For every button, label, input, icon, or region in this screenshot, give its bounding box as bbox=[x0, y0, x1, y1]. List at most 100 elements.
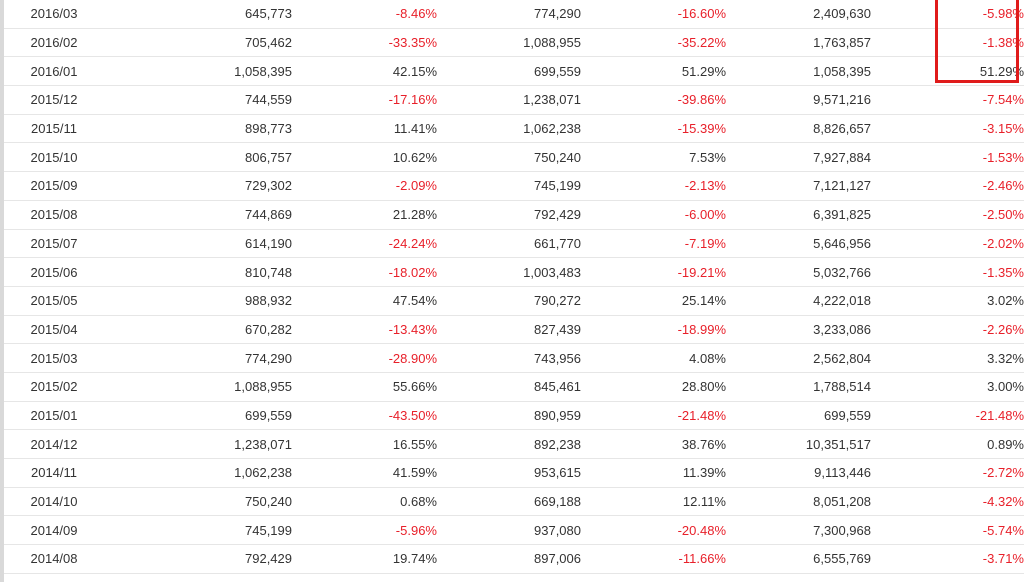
cell-value-3: 7,121,127 bbox=[726, 171, 871, 201]
cell-percent-2: -35.22% bbox=[581, 28, 726, 58]
cell-percent-2: 4.08% bbox=[581, 343, 726, 373]
cell-value-3: 10,351,517 bbox=[726, 429, 871, 459]
cell-percent-1: 16.55% bbox=[292, 429, 437, 459]
cell-percent-2: -19.21% bbox=[581, 257, 726, 287]
cell-value-1: 806,757 bbox=[104, 142, 292, 173]
cell-percent-3: -21.48% bbox=[871, 401, 1024, 431]
cell-value-2: 892,238 bbox=[437, 429, 581, 459]
table-row: 2015/10 806,757 10.62% 750,240 7.53% 7,927,88… bbox=[4, 142, 1024, 173]
table-row: 2014/11 1,062,238 41.59% 953,615 11.39% 9,113… bbox=[4, 458, 1024, 488]
cell-value-1: 774,290 bbox=[104, 343, 292, 373]
cell-percent-2: -7.19% bbox=[581, 229, 726, 259]
cell-percent-1: 41.59% bbox=[292, 458, 437, 488]
cell-percent-3: -7.54% bbox=[871, 85, 1024, 115]
table-row: 2016/02 705,462 -33.35% 1,088,955 -35.22% 1,7… bbox=[4, 28, 1024, 58]
cell-percent-3: -2.51% bbox=[871, 573, 1024, 582]
table-row: 2015/05 988,932 47.54% 790,272 25.14% 4,222,0… bbox=[4, 286, 1024, 316]
table-row: 2014/07661,770-34.05%776,698-14.80%5,763… bbox=[4, 573, 1024, 582]
cell-value-1: 744,869 bbox=[104, 200, 292, 230]
cell-percent-2: -39.86% bbox=[581, 85, 726, 115]
cell-percent-1: -5.96% bbox=[292, 515, 437, 546]
cell-value-2: 699,559 bbox=[437, 56, 581, 87]
table-row: 2016/01 1,058,395 42.15% 699,559 51.29% 1,058… bbox=[4, 56, 1024, 87]
cell-percent-3: 3.02% bbox=[871, 286, 1024, 316]
cell-percent-1: -34.05% bbox=[292, 573, 437, 582]
cell-percent-3: -3.15% bbox=[871, 114, 1024, 144]
cell-date: 2015/04 bbox=[4, 315, 104, 345]
cell-date: 2014/12 bbox=[4, 429, 104, 459]
cell-date: 2016/02 bbox=[4, 28, 104, 58]
cell-date: 2015/08 bbox=[4, 200, 104, 230]
cell-value-2: 743,956 bbox=[437, 343, 581, 373]
cell-value-3: 4,222,018 bbox=[726, 286, 871, 316]
panel-left-border bbox=[0, 0, 4, 582]
cell-percent-2: -21.48% bbox=[581, 401, 726, 431]
cell-percent-3: -4.32% bbox=[871, 487, 1024, 517]
cell-percent-2: -18.99% bbox=[581, 315, 726, 345]
table-row: 2015/06 810,748 -18.02% 1,003,483 -19.21% 5,0… bbox=[4, 257, 1024, 287]
cell-value-2: 1,238,071 bbox=[437, 85, 581, 115]
cell-percent-1: -24.24% bbox=[292, 229, 437, 259]
cell-value-1: 1,062,238 bbox=[104, 458, 292, 488]
cell-date: 2014/09 bbox=[4, 515, 104, 546]
cell-date: 2014/11 bbox=[4, 458, 104, 488]
cell-value-1: 1,238,071 bbox=[104, 429, 292, 459]
cell-value-1: 705,462 bbox=[104, 28, 292, 58]
cell-date: 2015/07 bbox=[4, 229, 104, 259]
cell-percent-3: 0.89% bbox=[871, 429, 1024, 459]
cell-percent-3: -5.98% bbox=[871, 0, 1024, 29]
cell-value-2: 1,062,238 bbox=[437, 114, 581, 144]
cell-percent-1: -17.16% bbox=[292, 85, 437, 115]
cell-percent-2: 28.80% bbox=[581, 372, 726, 402]
cell-value-3: 5,763,340 bbox=[726, 573, 871, 582]
table-row: 2015/01 699,559 -43.50% 890,959 -21.48% 699,5… bbox=[4, 401, 1024, 431]
cell-value-2: 661,770 bbox=[437, 229, 581, 259]
cell-value-3: 7,300,968 bbox=[726, 515, 871, 546]
cell-percent-2: -2.13% bbox=[581, 171, 726, 201]
cell-value-2: 897,006 bbox=[437, 544, 581, 574]
cell-percent-1: 0.68% bbox=[292, 487, 437, 517]
cell-date: 2015/09 bbox=[4, 171, 104, 201]
cell-date: 2015/06 bbox=[4, 257, 104, 287]
cell-value-2: 827,439 bbox=[437, 315, 581, 345]
cell-value-1: 670,282 bbox=[104, 315, 292, 345]
cell-value-1: 1,058,395 bbox=[104, 56, 292, 87]
cell-value-3: 2,409,630 bbox=[726, 0, 871, 29]
cell-percent-1: 42.15% bbox=[292, 56, 437, 87]
cell-value-1: 898,773 bbox=[104, 114, 292, 144]
cell-value-1: 988,932 bbox=[104, 286, 292, 316]
cell-date: 2015/01 bbox=[4, 401, 104, 431]
cell-date: 2016/03 bbox=[4, 0, 104, 29]
table-row: 2015/11 898,773 11.41% 1,062,238 -15.39% 8,82… bbox=[4, 114, 1024, 144]
cell-percent-2: 7.53% bbox=[581, 142, 726, 173]
cell-percent-3: -1.35% bbox=[871, 257, 1024, 287]
cell-value-3: 1,763,857 bbox=[726, 28, 871, 58]
cell-value-2: 845,461 bbox=[437, 372, 581, 402]
cell-value-3: 6,555,769 bbox=[726, 544, 871, 574]
cell-value-3: 6,391,825 bbox=[726, 200, 871, 230]
cell-value-2: 669,188 bbox=[437, 487, 581, 517]
cell-percent-1: -8.46% bbox=[292, 0, 437, 29]
cell-value-3: 7,927,884 bbox=[726, 142, 871, 173]
cell-value-2: 1,088,955 bbox=[437, 28, 581, 58]
cell-value-1: 750,240 bbox=[104, 487, 292, 517]
cell-percent-2: 11.39% bbox=[581, 458, 726, 488]
cell-value-3: 8,826,657 bbox=[726, 114, 871, 144]
cell-date: 2015/05 bbox=[4, 286, 104, 316]
cell-value-3: 8,051,208 bbox=[726, 487, 871, 517]
cell-percent-1: -2.09% bbox=[292, 171, 437, 201]
cell-date: 2014/10 bbox=[4, 487, 104, 517]
table-row: 2014/10 750,240 0.68% 669,188 12.11% 8,051,20… bbox=[4, 487, 1024, 517]
table-body: 2016/03 645,773 -8.46% 774,290 -16.60% 2,409,… bbox=[4, 0, 1024, 582]
table-row: 2015/03 774,290 -28.90% 743,956 4.08% 2,562,8… bbox=[4, 343, 1024, 373]
cell-date: 2016/01 bbox=[4, 56, 104, 87]
cell-percent-3: 3.00% bbox=[871, 372, 1024, 402]
cell-value-3: 9,113,446 bbox=[726, 458, 871, 488]
cell-percent-1: 19.74% bbox=[292, 544, 437, 574]
cell-percent-3: -2.72% bbox=[871, 458, 1024, 488]
cell-percent-1: -13.43% bbox=[292, 315, 437, 345]
table-row: 2014/09 745,199 -5.96% 937,080 -20.48% 7,300,… bbox=[4, 515, 1024, 546]
cell-percent-2: -16.60% bbox=[581, 0, 726, 29]
cell-percent-2: 51.29% bbox=[581, 56, 726, 87]
cell-percent-3: -1.53% bbox=[871, 142, 1024, 173]
